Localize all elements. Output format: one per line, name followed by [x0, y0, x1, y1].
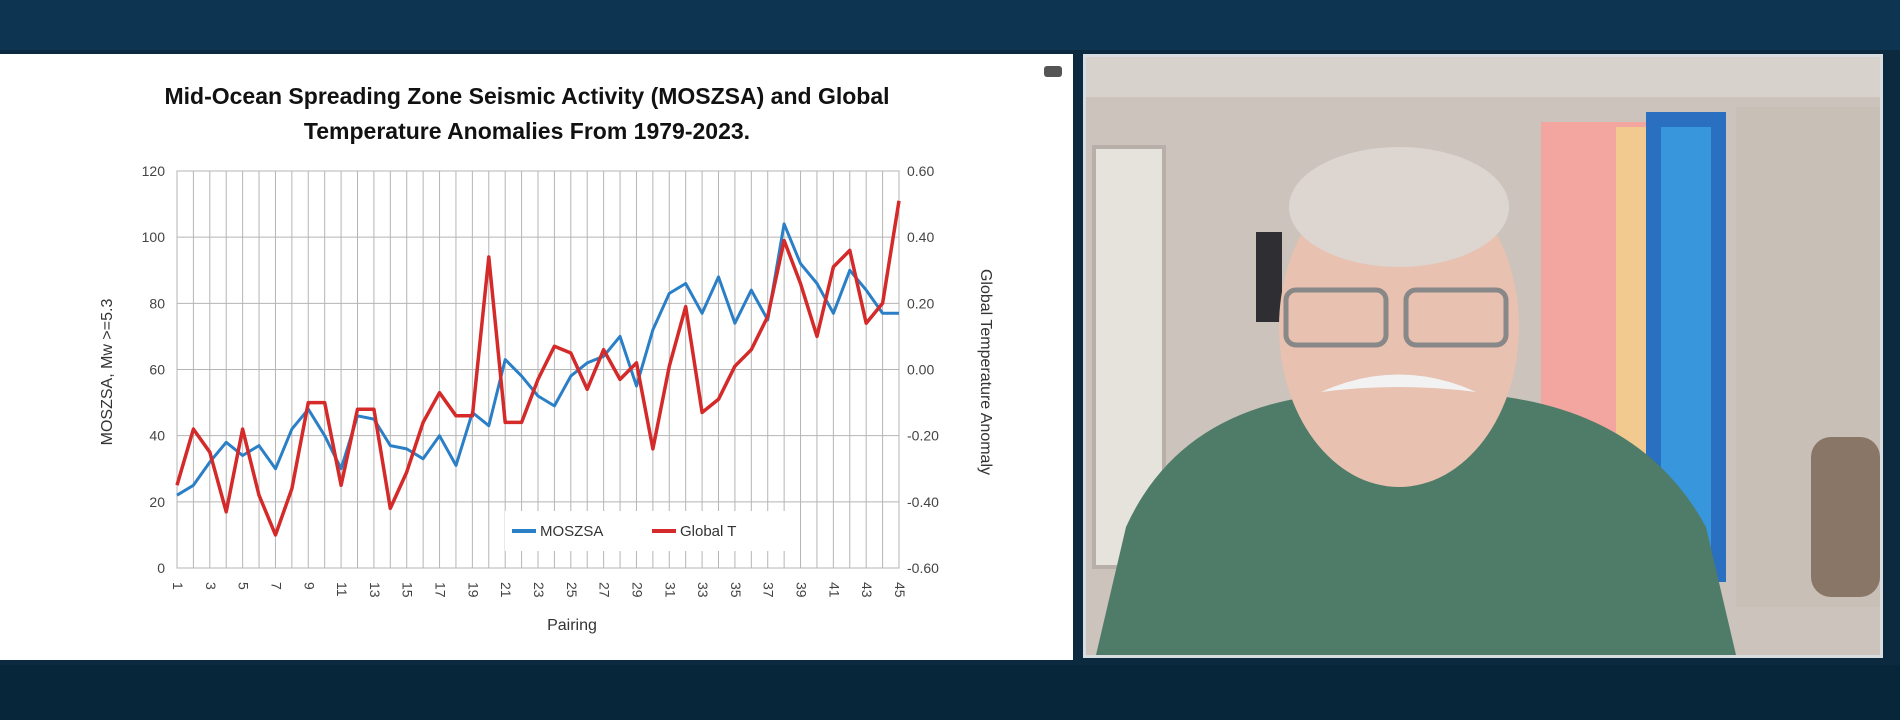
chart-grid: [176, 170, 900, 569]
wall-frame: [1256, 232, 1282, 322]
x-tick-label: 31: [662, 582, 678, 598]
y-tick-label: 100: [142, 229, 166, 245]
x-tick-label: 23: [531, 582, 547, 598]
x-tick-label: 25: [564, 582, 580, 598]
caption-icon[interactable]: [1044, 66, 1062, 77]
legend-background: [505, 511, 795, 551]
x-tick-label: 1: [170, 582, 186, 590]
chart-series: [175, 200, 901, 537]
x-tick-label: 9: [301, 582, 317, 590]
top-band: [0, 0, 1900, 50]
shirt: [1096, 397, 1736, 655]
legend-label-global-t: Global T: [680, 523, 736, 540]
y-tick-label: 120: [142, 163, 166, 179]
chart-title-line-1: Mid-Ocean Spreading Zone Seismic Activit…: [164, 83, 889, 109]
x-tick-label: 39: [794, 582, 810, 598]
y2-tick-label: -0.60: [907, 560, 939, 576]
x-tick-label: 29: [629, 582, 645, 598]
ceiling: [1086, 57, 1880, 97]
x-tick-label: 35: [728, 582, 744, 598]
x-tick-label: 7: [268, 582, 284, 590]
y2-axis-label: Global Temperature Anomaly: [977, 269, 994, 475]
x-tick-label: 37: [761, 582, 777, 598]
chart-title-line-2: Temperature Anomalies From 1979-2023.: [304, 118, 750, 144]
y2-tick-label: 0.00: [907, 362, 934, 378]
y-tick-label: 80: [149, 295, 165, 311]
series-line-global-t: [175, 200, 901, 537]
x-tick-label: 3: [203, 582, 219, 590]
y-tick-label: 0: [157, 560, 165, 576]
glasses-left: [1283, 287, 1389, 348]
mustache: [1321, 374, 1476, 392]
hair: [1289, 147, 1509, 267]
chair: [1811, 437, 1880, 597]
y2-tick-label: -0.40: [907, 494, 939, 510]
x-tick-label: 45: [892, 582, 908, 598]
y2-tick-label: 0.60: [907, 163, 934, 179]
y-axis-label: MOSZSA, Mw >=5.3: [99, 299, 116, 446]
x-tick-label: 11: [334, 582, 350, 597]
bottom-band: [0, 665, 1900, 720]
x-tick-label: 21: [498, 582, 514, 598]
x-tick-label: 19: [465, 582, 481, 598]
chart-legend: MOSZSA Global T: [505, 511, 795, 551]
glasses-right: [1403, 287, 1509, 348]
x-tick-label: 13: [367, 582, 383, 598]
y-tick-label: 20: [149, 494, 165, 510]
y2-tick-label: 0.20: [907, 295, 934, 311]
x-axis-label: Pairing: [547, 617, 597, 634]
x-tick-label: 17: [433, 582, 449, 598]
chart-ticks: 0 20 40 60 80 100 120 -0.60 -0.40 -0.20 0.00 0.20 0.…: [142, 163, 939, 598]
y-tick-label: 40: [149, 428, 165, 444]
chart: Mid-Ocean Spreading Zone Seismic Activit…: [99, 83, 994, 634]
x-tick-label: 15: [400, 582, 416, 598]
x-tick-label: 5: [236, 582, 252, 590]
shared-slide: Mid-Ocean Spreading Zone Seismic Activit…: [0, 54, 1073, 660]
legend-label-moszsa: MOSZSA: [540, 523, 603, 540]
video-frame: [1086, 57, 1880, 655]
x-tick-label: 43: [859, 582, 875, 598]
x-tick-label: 33: [695, 582, 711, 598]
x-tick-label: 27: [597, 582, 613, 598]
participant-video[interactable]: [1083, 54, 1883, 658]
x-tick-label: 41: [826, 582, 842, 598]
series-line-moszsa: [176, 222, 899, 497]
y2-tick-label: -0.20: [907, 428, 939, 444]
y2-tick-label: 0.40: [907, 229, 934, 245]
y-tick-label: 60: [149, 362, 165, 378]
